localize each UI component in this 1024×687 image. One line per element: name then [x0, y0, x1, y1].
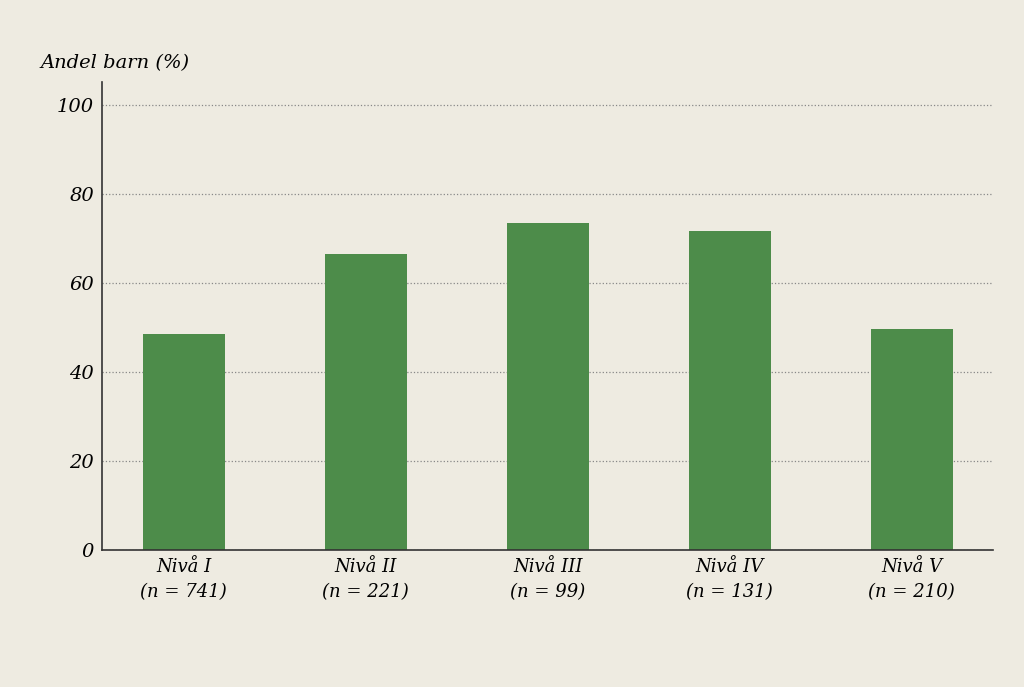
Bar	[689, 232, 771, 550]
Bar	[507, 223, 589, 550]
Bar	[143, 334, 225, 550]
Bar	[870, 329, 952, 550]
Text: Andel barn (%): Andel barn (%)	[40, 54, 189, 72]
Bar	[325, 254, 407, 550]
